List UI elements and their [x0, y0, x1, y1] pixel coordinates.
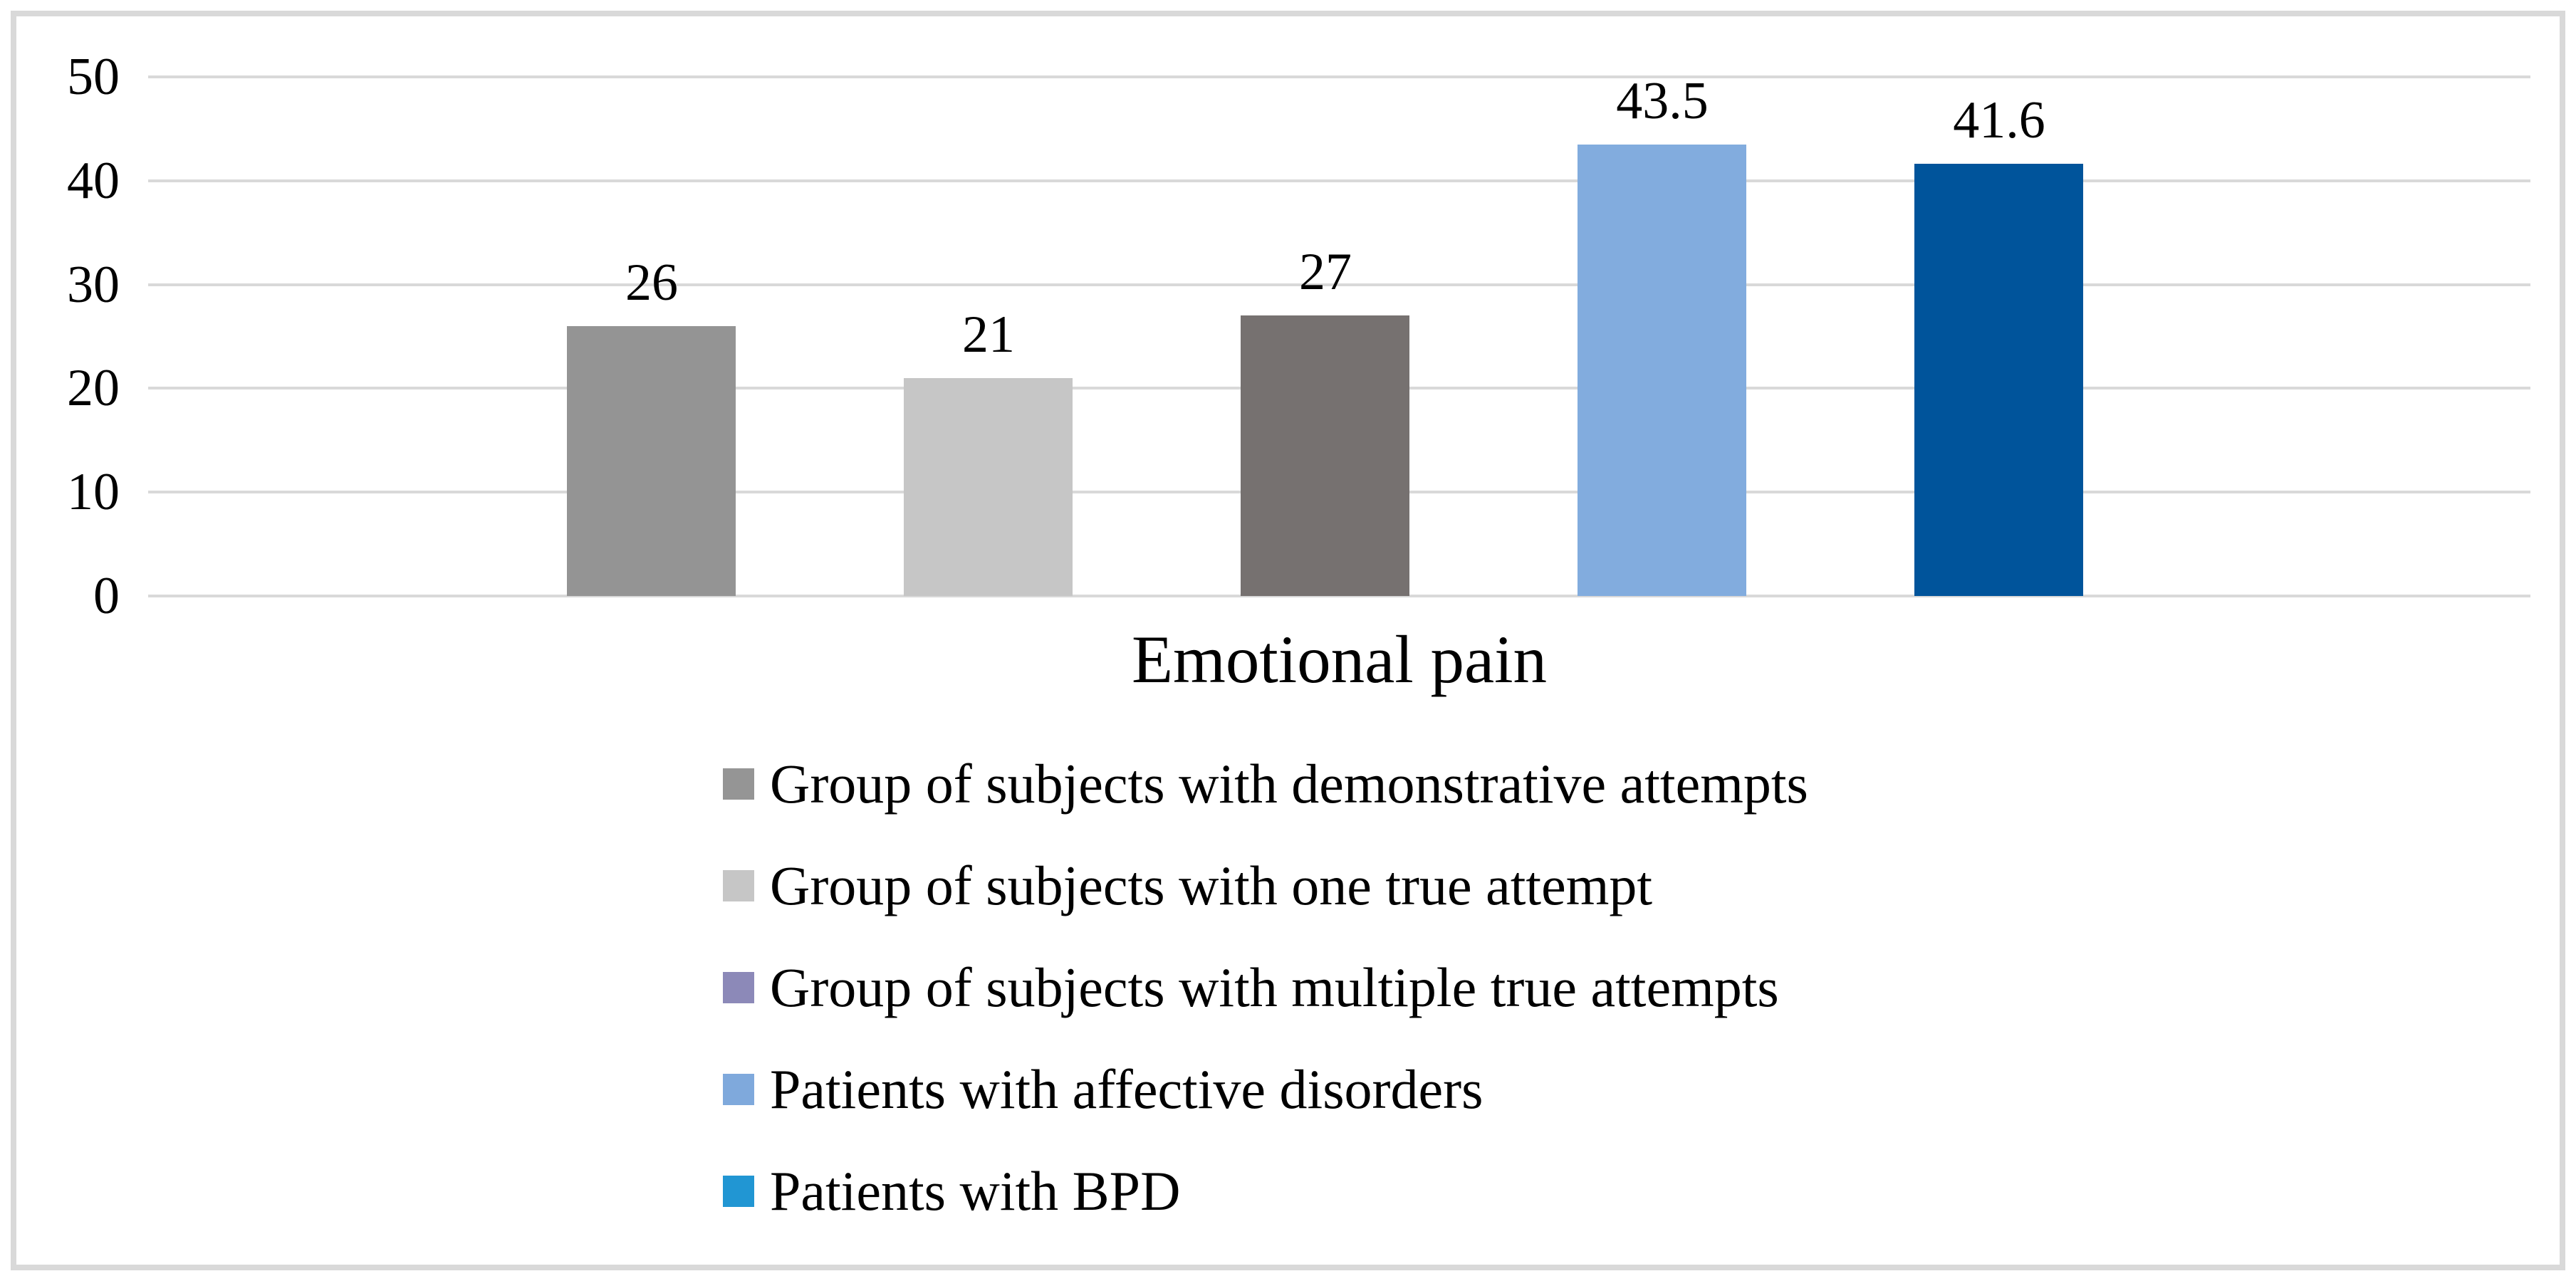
bar-2	[904, 378, 1073, 596]
legend-swatch	[723, 972, 754, 1003]
legend-item: Patients with affective disorders	[723, 1055, 1483, 1124]
y-tick-label: 40	[67, 151, 120, 210]
x-axis-category-label: Emotional pain	[1131, 622, 1548, 697]
legend-swatch	[723, 768, 754, 800]
legend-label: Patients with affective disorders	[770, 1058, 1483, 1120]
bar-3	[1241, 315, 1409, 596]
plot-area: 26 21 27 43.5 41.6	[148, 72, 2530, 597]
chart-border-frame: 26 21 27 43.5 41.6 0 10 20 30 40 50 Emotional pai…	[11, 11, 2565, 1270]
bar-value-label: 21	[962, 305, 1015, 364]
gridline	[148, 595, 2530, 597]
y-tick-label: 30	[67, 255, 120, 314]
legend-label: Patients with BPD	[770, 1160, 1181, 1222]
legend-label: Group of subjects with demonstrative att…	[770, 753, 1808, 815]
legend-item: Patients with BPD	[723, 1157, 1180, 1225]
bar-value-label: 26	[625, 253, 678, 312]
y-tick-label: 50	[67, 48, 120, 106]
gridline	[148, 179, 2530, 182]
legend-label: Group of subjects with one true attempt	[770, 854, 1653, 916]
bar-5	[1914, 164, 2083, 596]
y-tick-label: 10	[67, 463, 120, 522]
legend-swatch	[723, 1176, 754, 1207]
legend-item: Group of subjects with one true attempt	[723, 852, 1652, 920]
bar-value-label: 41.6	[1953, 91, 2045, 150]
y-tick-label: 20	[67, 359, 120, 418]
bar-value-label: 27	[1299, 243, 1352, 301]
legend-swatch	[723, 870, 754, 901]
bar-value-label: 43.5	[1616, 72, 1709, 130]
legend-label: Group of subjects with multiple true att…	[770, 956, 1779, 1018]
gridline	[148, 75, 2530, 78]
legend-item: Group of subjects with multiple true att…	[723, 953, 1779, 1022]
y-tick-label: 0	[93, 567, 120, 625]
gridline	[148, 283, 2530, 286]
bar-4	[1578, 145, 1746, 596]
legend-item: Group of subjects with demonstrative att…	[723, 750, 1808, 818]
legend-swatch	[723, 1074, 754, 1105]
bar-1	[567, 326, 736, 596]
